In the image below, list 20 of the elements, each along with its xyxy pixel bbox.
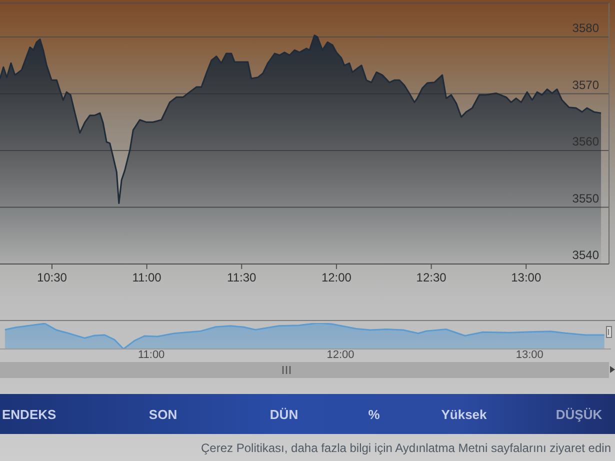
y-tick-label: 3570 [572,78,600,92]
x-tick-label: 10:30 [36,270,68,285]
y-tick-label: 3540 [572,248,600,262]
x-tick-label: 13:00 [516,348,544,361]
x-tick-label: 11:00 [132,270,162,285]
text: % [368,407,380,422]
y-tick-label: 3580 [572,21,600,36]
text: Yüksek [441,407,487,422]
x-tick-label: 13:00 [511,270,542,285]
text: SON [148,407,178,422]
x-tick-label: 12:00 [326,348,354,361]
y-tick-label: 3550 [572,191,600,206]
x-tick-label: 11:30 [227,270,257,285]
text: ENDEKS [2,407,56,422]
x-tick-label: 12:30 [416,270,447,285]
text: DÜŞÜK [556,407,602,422]
x-tick-label: 12:00 [321,270,352,285]
x-tick-label: 11:00 [138,348,165,361]
text: Çerez Politikası, daha fazla bilgi için Aydınlatma Metni sayfalarını ziyaret edin [201,441,611,455]
text: DÜN [270,407,298,422]
